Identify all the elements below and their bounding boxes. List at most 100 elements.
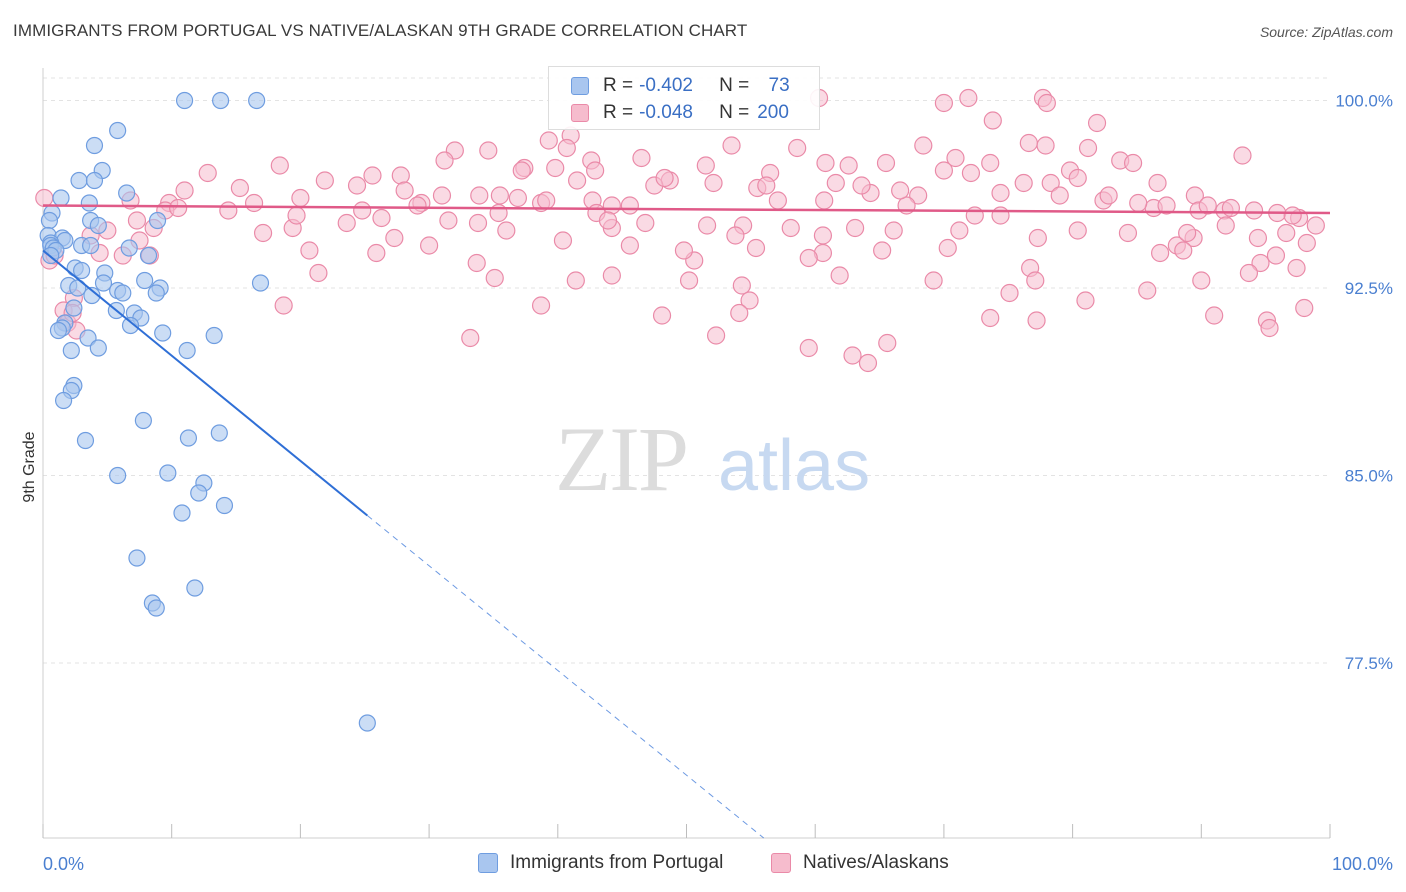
- point-natives: [799, 338, 818, 358]
- point-natives: [219, 201, 238, 220]
- point-natives: [363, 166, 382, 185]
- point-natives: [909, 186, 928, 205]
- point-natives: [598, 211, 618, 230]
- legend-item-natives[interactable]: Natives/Alaskans: [771, 852, 949, 874]
- y-tick-label: 85.0%: [1345, 467, 1393, 486]
- point-natives: [274, 296, 293, 315]
- point-natives: [914, 136, 933, 155]
- point-natives: [1283, 206, 1302, 225]
- point-natives: [309, 263, 328, 283]
- point-natives: [732, 276, 751, 295]
- point-natives: [815, 191, 834, 210]
- legend-item-portugal[interactable]: Immigrants from Portugal: [478, 852, 723, 874]
- point-natives: [1174, 241, 1193, 260]
- point-natives: [707, 326, 726, 345]
- point-natives: [420, 236, 439, 255]
- point-natives: [620, 196, 639, 215]
- point-natives: [965, 206, 984, 225]
- point-natives: [1233, 146, 1252, 165]
- point-natives: [858, 353, 878, 373]
- point-natives: [1205, 306, 1224, 325]
- point-natives: [385, 228, 404, 248]
- point-natives: [726, 226, 745, 245]
- legend-n-label: N =: [719, 102, 750, 123]
- point-natives: [1251, 253, 1270, 273]
- point-portugal: [80, 194, 98, 212]
- point-portugal: [136, 271, 154, 290]
- point-natives: [367, 243, 386, 263]
- point-natives: [1027, 311, 1046, 330]
- watermark-zip: ZIP: [555, 408, 687, 510]
- legend-r-value: -0.402: [639, 75, 693, 96]
- legend-label-natives: Natives/Alaskans: [803, 852, 949, 873]
- point-natives: [722, 136, 741, 155]
- point-portugal: [62, 341, 80, 360]
- point-natives: [934, 93, 954, 113]
- point-natives: [1295, 298, 1314, 318]
- point-natives: [852, 176, 871, 195]
- series-legend: Immigrants from Portugal Natives/Alaskan…: [0, 852, 1406, 878]
- point-natives: [546, 158, 565, 178]
- legend-n-value: 200: [757, 102, 789, 123]
- point-natives: [230, 178, 250, 198]
- point-natives: [1148, 173, 1167, 193]
- point-natives: [300, 241, 319, 260]
- point-natives: [287, 206, 306, 225]
- point-natives: [891, 181, 910, 200]
- point-natives: [490, 186, 509, 205]
- legend-n-label: N =: [719, 75, 750, 96]
- point-portugal: [139, 246, 158, 265]
- point-portugal: [85, 136, 104, 155]
- point-natives: [1019, 133, 1038, 153]
- point-portugal: [70, 171, 88, 190]
- natives-alaskans-points: [35, 88, 1325, 373]
- point-portugal: [120, 239, 138, 257]
- point-natives: [1041, 173, 1060, 193]
- point-natives: [1287, 258, 1306, 278]
- point-natives: [1076, 291, 1095, 310]
- point-portugal: [82, 236, 100, 255]
- point-natives: [1129, 193, 1148, 213]
- point-natives: [1260, 318, 1279, 338]
- point-natives: [813, 226, 833, 245]
- point-portugal: [94, 274, 113, 292]
- point-natives: [439, 211, 458, 230]
- point-portugal: [109, 466, 127, 485]
- point-natives: [830, 266, 849, 285]
- point-natives: [553, 231, 573, 250]
- point-natives: [938, 238, 957, 258]
- point-portugal: [210, 424, 228, 442]
- point-natives: [946, 148, 965, 168]
- point-portugal: [147, 599, 165, 617]
- point-natives: [1157, 196, 1176, 215]
- y-tick-label: 100.0%: [1335, 92, 1393, 111]
- point-portugal: [89, 216, 107, 235]
- point-portugal: [89, 339, 107, 357]
- point-natives: [884, 221, 903, 240]
- point-portugal: [85, 171, 104, 190]
- point-natives: [1239, 263, 1259, 283]
- point-natives: [924, 271, 943, 290]
- point-portugal: [186, 579, 204, 597]
- point-natives: [768, 191, 787, 210]
- point-natives: [35, 188, 54, 208]
- point-portugal: [154, 324, 172, 342]
- point-natives: [839, 156, 858, 175]
- point-portugal: [121, 316, 140, 335]
- point-natives: [1306, 216, 1325, 235]
- point-natives: [566, 271, 585, 290]
- point-natives: [696, 156, 715, 175]
- point-natives: [959, 88, 978, 108]
- legend-swatch-pink: [771, 853, 791, 873]
- point-natives: [991, 183, 1010, 203]
- point-natives: [485, 268, 504, 288]
- point-natives: [337, 213, 356, 233]
- immigrants-portugal-points: [39, 91, 376, 732]
- point-natives: [602, 266, 621, 285]
- point-portugal: [179, 429, 198, 447]
- point-natives: [127, 211, 147, 230]
- point-natives: [175, 181, 194, 200]
- point-portugal: [148, 211, 167, 230]
- source-label: Source: ZipAtlas.com: [1259, 24, 1393, 40]
